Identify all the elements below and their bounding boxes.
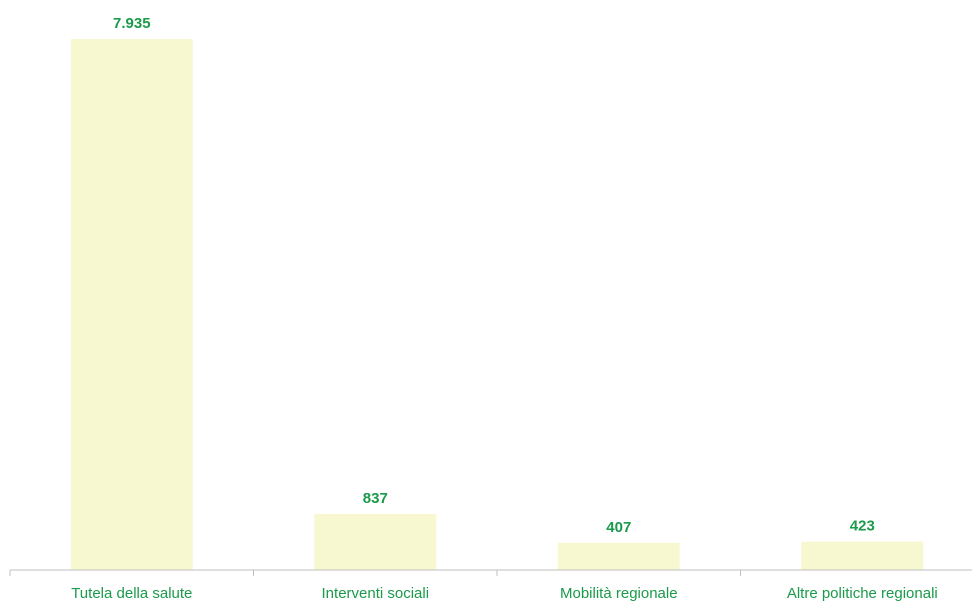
bars-group [70, 39, 924, 570]
value-labels-group: 7.935 837 407 423 [113, 15, 875, 536]
bar [314, 514, 437, 570]
x-tick-label: Altre politiche regionali [787, 585, 938, 602]
category-labels-group: Tutela della salute Interventi sociali Mob… [71, 585, 938, 602]
data-label: 407 [606, 519, 631, 536]
x-tick-label: Mobilità regionale [560, 585, 678, 602]
data-label: 837 [363, 490, 388, 507]
x-axis [9, 569, 972, 576]
x-tick-label: Interventi sociali [322, 585, 430, 602]
bar [801, 541, 924, 570]
bar [70, 39, 193, 570]
data-label: 7.935 [113, 15, 151, 32]
x-tick-label: Tutela della salute [71, 585, 192, 602]
data-label: 423 [850, 518, 875, 535]
bar [557, 542, 680, 570]
